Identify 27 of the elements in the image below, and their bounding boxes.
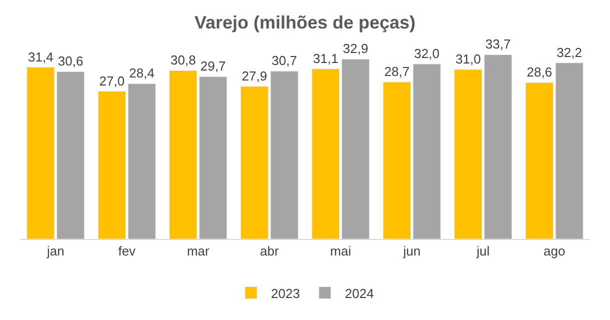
data-label: 30,6 (58, 54, 84, 69)
data-label: 28,4 (129, 66, 154, 81)
data-label: 27,0 (99, 73, 125, 88)
data-label: 30,7 (272, 53, 297, 68)
data-label: 28,6 (526, 64, 552, 80)
data-label: 29,7 (200, 58, 226, 74)
data-label: 30,8 (170, 52, 196, 68)
x-tick-label: jan (46, 244, 64, 259)
x-tick-label: mar (186, 244, 210, 259)
x-tick-label: fev (118, 244, 136, 259)
x-tick-label: abr (260, 244, 280, 259)
legend-label: 2023 (271, 286, 300, 301)
data-label: 32,2 (556, 44, 582, 60)
data-label: 31,4 (28, 49, 54, 64)
x-tick-label: ago (544, 244, 566, 259)
data-label: 27,9 (242, 68, 268, 84)
legend-label: 2024 (344, 286, 374, 301)
data-label: 31,0 (456, 51, 481, 66)
data-label: 33,7 (485, 36, 511, 52)
data-label: 31,1 (313, 50, 338, 66)
data-label: 32,9 (342, 41, 368, 56)
x-tick-label: jul (476, 244, 490, 259)
x-tick-label: mai (330, 244, 352, 259)
data-label: 28,7 (384, 64, 410, 80)
data-label: 32,0 (414, 46, 440, 61)
chart-title: Varejo (milhões de peças) (194, 12, 416, 33)
x-tick-label: jun (402, 244, 421, 259)
